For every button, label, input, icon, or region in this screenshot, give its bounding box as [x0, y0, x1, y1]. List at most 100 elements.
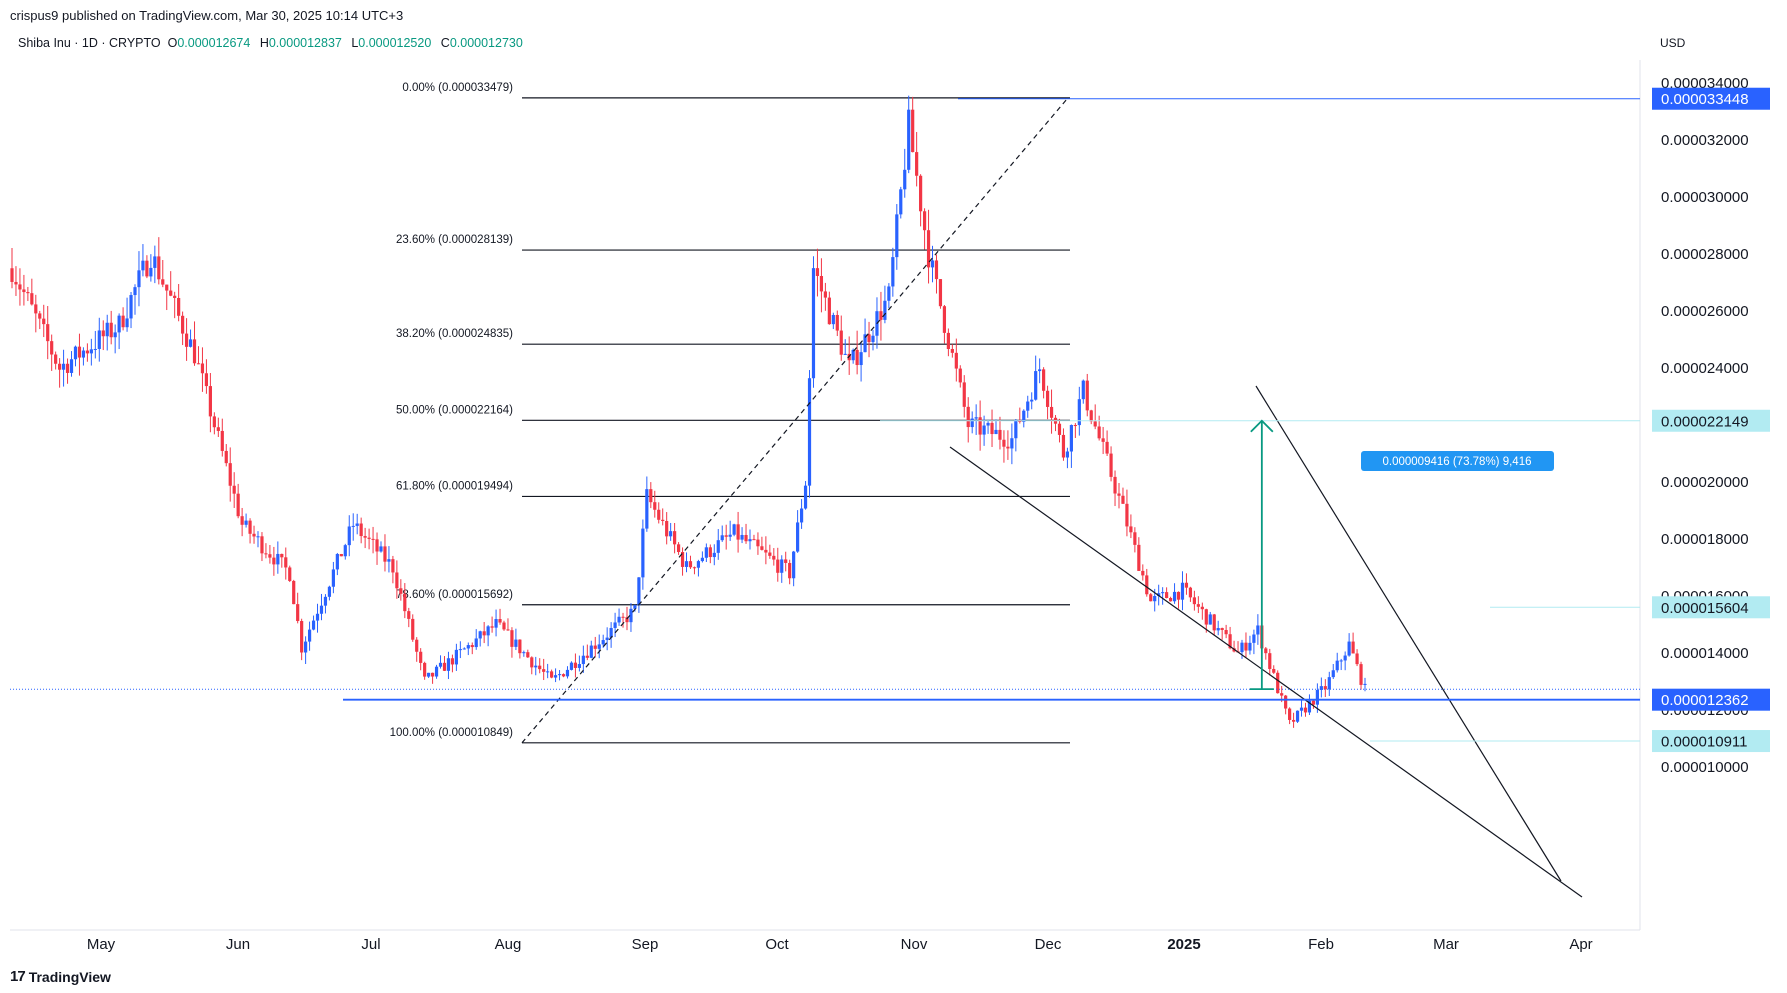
candle-down — [760, 546, 764, 550]
candle-down — [1220, 628, 1224, 630]
candle-down — [85, 350, 89, 354]
measure-arrow-head — [1250, 419, 1274, 433]
candle-up — [1299, 707, 1304, 711]
fib-level-label: 38.20% (0.000024835) — [396, 328, 513, 340]
price-label-box — [1652, 730, 1770, 753]
candle-down — [922, 211, 927, 231]
candle-down — [1045, 390, 1050, 407]
candle-down — [1121, 495, 1125, 504]
candle-down — [653, 502, 657, 510]
candle-down — [1101, 438, 1105, 442]
time-tick-label: 2025 — [1167, 936, 1200, 953]
time-tick-label: May — [87, 936, 116, 953]
candle-down — [399, 588, 403, 594]
candle-down — [1276, 672, 1280, 694]
candle-down — [926, 230, 931, 268]
time-tick-label: Oct — [765, 936, 789, 953]
candle-down — [403, 593, 407, 612]
candle-down — [181, 315, 185, 334]
candle-up — [1077, 399, 1081, 426]
candle-down — [339, 553, 343, 557]
measure-label-box — [1361, 451, 1554, 471]
ohlc-high-value: 0.000012837 — [268, 36, 342, 50]
candle-up — [899, 189, 903, 215]
price-axis: 0.0000100000.0000120000.0000140000.00001… — [1652, 75, 1770, 776]
ohlc-close-value: 0.000012730 — [449, 36, 523, 50]
candle-down — [688, 561, 693, 568]
time-tick-label: Jul — [361, 936, 380, 953]
candle-down — [272, 557, 276, 565]
candle-up — [61, 363, 66, 370]
candle-down — [34, 304, 38, 314]
price-chart[interactable]: 0.00% (0.000033479) 23.60% (0.000028139) 3… — [0, 0, 1787, 960]
candle-down — [54, 354, 58, 364]
candle-down — [58, 363, 62, 370]
candle-up — [335, 553, 339, 570]
candle-up — [799, 508, 804, 523]
candle-down — [665, 520, 669, 537]
candle-down — [1303, 707, 1308, 713]
candle-up — [557, 674, 562, 676]
price-tick-label: 0.000028000 — [1661, 246, 1749, 263]
candle-up — [1307, 700, 1312, 713]
fib-level-label: 100.00% (0.000010849) — [390, 727, 514, 739]
candle-up — [903, 169, 907, 190]
candle-down — [990, 422, 994, 435]
candle-up — [1240, 642, 1244, 653]
candle-down — [676, 544, 681, 553]
candle-down — [1093, 421, 1097, 427]
candle-up — [315, 613, 320, 621]
candle-up — [1363, 683, 1367, 685]
candle-down — [407, 611, 411, 619]
ohlc-open-label: O — [167, 36, 178, 50]
candle-down — [1224, 629, 1228, 635]
candle-down — [962, 382, 966, 407]
candle-up — [1208, 614, 1212, 625]
candle-down — [958, 368, 962, 383]
currency-label[interactable]: USD — [1660, 36, 1686, 50]
candle-down — [1268, 653, 1272, 669]
candle-up — [1295, 710, 1300, 722]
candle-down — [911, 109, 915, 153]
candle-up — [601, 640, 605, 645]
candle-up — [137, 270, 141, 288]
candle-down — [954, 352, 958, 369]
candle-down — [673, 531, 677, 545]
candle-up — [891, 257, 895, 287]
candle-down — [10, 268, 14, 282]
candle-down — [296, 604, 300, 622]
candle-down — [938, 279, 943, 307]
candle-up — [125, 318, 129, 328]
price-tick-label: 0.000024000 — [1661, 360, 1749, 377]
candle-up — [803, 485, 808, 509]
price-label-text: 0.000022149 — [1661, 413, 1749, 430]
candle-up — [1026, 401, 1030, 411]
candle-up — [117, 315, 121, 333]
candle-up — [871, 335, 875, 343]
candle-down — [22, 289, 26, 293]
symbol-name: Shiba Inu · 1D · CRYPTO — [18, 36, 161, 50]
candle-down — [772, 555, 776, 560]
candle-up — [851, 349, 855, 361]
candle-down — [192, 339, 197, 364]
candle-down — [284, 557, 288, 568]
candle-up — [637, 577, 641, 606]
candle-up — [605, 637, 609, 641]
candle-down — [788, 562, 792, 579]
fibonacci-retracement: 0.00% (0.000033479) 23.60% (0.000028139) 3… — [390, 82, 1070, 744]
price-label-box — [1652, 409, 1770, 432]
candle-up — [792, 551, 796, 579]
fib-level-label: 23.60% (0.000028139) — [396, 234, 513, 246]
candle-up — [831, 314, 835, 325]
candle-up — [780, 559, 784, 573]
candle-up — [133, 287, 137, 296]
candle-down — [867, 334, 871, 343]
price-tick-label: 0.000014000 — [1661, 645, 1749, 662]
price-label-text: 0.000015604 — [1661, 600, 1749, 617]
candle-down — [248, 520, 252, 534]
candle-up — [141, 260, 145, 271]
candle-down — [411, 618, 415, 640]
candle-down — [395, 572, 399, 589]
time-tick-label: Feb — [1308, 936, 1334, 953]
candle-down — [736, 524, 740, 540]
